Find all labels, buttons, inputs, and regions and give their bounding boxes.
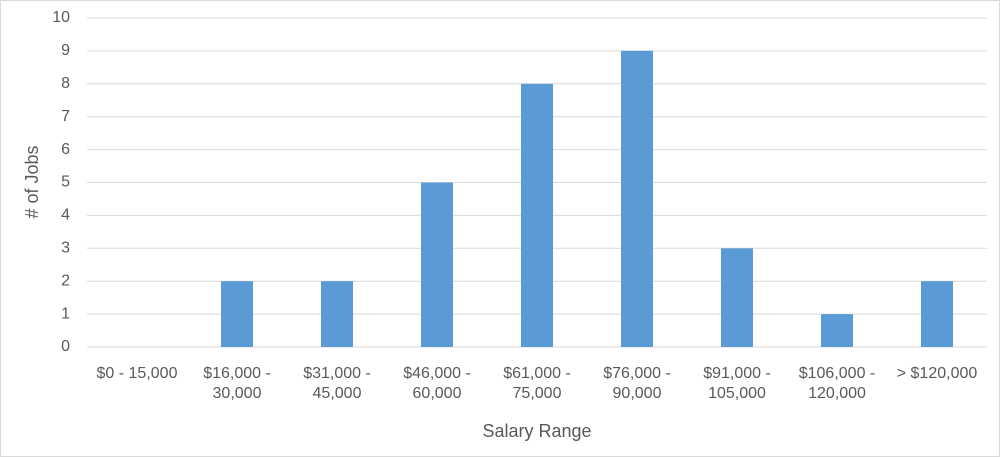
bar [521, 83, 553, 348]
y-tick-label: 5 [61, 174, 70, 191]
y-tick-label: 9 [61, 42, 70, 59]
y-tick-label: 1 [61, 305, 70, 322]
y-axis-title: # of Jobs [22, 145, 42, 218]
y-tick-label: 7 [61, 108, 70, 125]
x-tick-label: $31,000 - 45,000 [303, 365, 371, 402]
x-tick-label: $46,000 - 60,000 [403, 365, 471, 402]
x-tick-label: $0 - 15,000 [96, 365, 178, 382]
y-tick-label: 6 [61, 141, 70, 158]
bar [221, 281, 253, 347]
bar [721, 248, 753, 347]
x-tick-label: $106,000 - 120,000 [798, 365, 876, 402]
y-tick-label: 4 [61, 207, 70, 224]
x-tick-label: > $120,000 [896, 365, 978, 382]
y-tick-label: 3 [61, 240, 70, 257]
y-tick-label: 10 [52, 9, 70, 26]
bar [621, 50, 653, 348]
x-tick-label: $16,000 - 30,000 [203, 365, 271, 402]
y-tick-label: 0 [61, 338, 70, 355]
x-tick-label: $91,000 - 105,000 [703, 365, 771, 402]
x-axis-title: Salary Range [482, 421, 591, 441]
x-tick-label: $61,000 - 75,000 [503, 365, 571, 402]
bar [921, 281, 953, 347]
bar [421, 182, 453, 347]
y-tick-label: 2 [61, 272, 70, 289]
y-tick-label: 8 [61, 75, 70, 92]
bar [821, 314, 853, 347]
x-tick-label: $76,000 - 90,000 [603, 365, 671, 402]
bar [321, 281, 353, 347]
